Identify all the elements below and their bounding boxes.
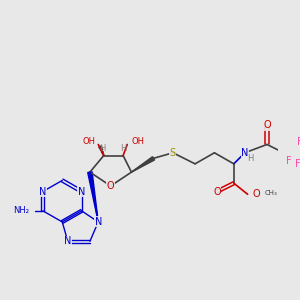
Text: CH₃: CH₃ xyxy=(264,190,277,196)
Polygon shape xyxy=(101,151,103,153)
Polygon shape xyxy=(99,146,102,148)
Text: OH: OH xyxy=(131,137,144,146)
Polygon shape xyxy=(131,157,154,172)
Polygon shape xyxy=(100,148,103,151)
Text: N: N xyxy=(94,217,102,227)
Text: F: F xyxy=(295,159,300,169)
Text: N: N xyxy=(78,187,85,196)
Text: F: F xyxy=(297,137,300,147)
Text: N: N xyxy=(241,148,249,158)
Text: OH: OH xyxy=(82,137,95,146)
Polygon shape xyxy=(103,154,104,156)
Polygon shape xyxy=(88,172,98,222)
Text: S: S xyxy=(170,148,176,158)
Text: H: H xyxy=(99,144,106,153)
Text: N: N xyxy=(39,187,46,196)
Text: NH₂: NH₂ xyxy=(13,206,29,215)
Text: O: O xyxy=(213,187,221,196)
Text: H: H xyxy=(247,154,254,163)
Text: N: N xyxy=(64,236,71,246)
Text: O: O xyxy=(263,120,271,130)
Text: O: O xyxy=(107,181,115,191)
Text: O: O xyxy=(252,189,260,199)
Text: H: H xyxy=(121,144,127,153)
Text: F: F xyxy=(286,156,292,166)
